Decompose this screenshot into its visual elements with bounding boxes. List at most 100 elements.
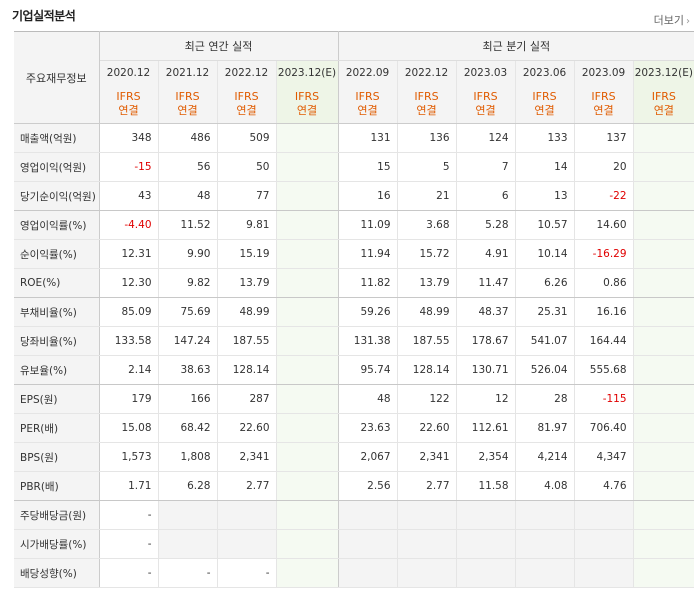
- table-cell: 131: [337, 123, 398, 153]
- table-row: ROE(%) 12.30 9.82 13.79 11.82 13.79 11.47 6.26 0…: [14, 268, 695, 298]
- row-label: 주당배당금(원): [14, 500, 100, 530]
- table-cell: [632, 123, 695, 153]
- table-cell: 28: [514, 384, 575, 414]
- table-cell: 179: [98, 384, 158, 414]
- table-cell: [632, 558, 695, 588]
- more-label: 더보기: [653, 14, 684, 27]
- table-cell: 11.58: [455, 471, 516, 501]
- table-cell: [632, 413, 695, 443]
- period-header: 2022.12: [396, 60, 457, 85]
- period-header: 2023.09: [573, 60, 634, 85]
- table-cell: 6.28: [157, 471, 217, 501]
- table-cell: [514, 558, 575, 588]
- table-cell: [275, 558, 339, 588]
- table-cell: -16.29: [573, 239, 634, 269]
- table-cell: 23.63: [337, 413, 398, 443]
- basis-line1: IFRS: [414, 90, 439, 103]
- table-cell: 11.47: [455, 268, 516, 298]
- table-cell: 15.08: [98, 413, 158, 443]
- table-cell: 1,808: [157, 442, 217, 472]
- table-cell: [632, 442, 695, 472]
- table-cell: [573, 529, 634, 559]
- table-cell: 348: [98, 123, 158, 153]
- table-cell: [275, 384, 339, 414]
- basis-line1: IFRS: [234, 90, 259, 103]
- table-cell: 16.16: [573, 297, 634, 327]
- basis-line2: 연결: [296, 104, 318, 117]
- table-cell: 38.63: [157, 355, 217, 385]
- period-header: 2021.12: [157, 60, 217, 85]
- table-cell: 287: [216, 384, 276, 414]
- table-cell: 178.67: [455, 326, 516, 356]
- table-row: 당기순이익(억원) 43 48 77 16 21 6 13 -22: [14, 181, 695, 211]
- basis-line2: 연결: [236, 104, 257, 117]
- basis-line2: 연결: [177, 104, 198, 117]
- basis-line1: IFRS: [532, 90, 557, 103]
- period-header: 2020.12: [98, 60, 158, 85]
- table-cell: 48: [157, 181, 217, 211]
- table-row: PBR(배) 1.71 6.28 2.77 2.56 2.77 11.58 4.08 4.76: [14, 471, 695, 501]
- table-row: 매출액(억원) 348 486 509 131 136 124 133 137: [14, 123, 695, 153]
- table-cell: [275, 442, 339, 472]
- table-cell: 14.60: [573, 210, 634, 240]
- table-cell: [275, 326, 339, 356]
- table-cell: [275, 355, 339, 385]
- table-cell: 2.14: [98, 355, 158, 385]
- basis-line2: 연결: [357, 104, 378, 117]
- table-cell: 12.31: [98, 239, 158, 269]
- more-link[interactable]: 더보기 ›: [654, 12, 690, 28]
- basis-label: IFRS 연결: [455, 85, 516, 124]
- table-cell: [275, 471, 339, 501]
- table-cell: 128.14: [396, 355, 457, 385]
- table-cell: 59.26: [337, 297, 398, 327]
- table-cell: 9.81: [216, 210, 276, 240]
- basis-label: IFRS 연결: [396, 85, 457, 124]
- table-cell: 6: [455, 181, 516, 211]
- table-cell: [157, 500, 217, 530]
- table-cell: 75.69: [157, 297, 217, 327]
- row-label: 배당성향(%): [14, 558, 100, 588]
- table-cell: [396, 558, 457, 588]
- table-cell: 4,347: [573, 442, 634, 472]
- table-cell: 147.24: [157, 326, 217, 356]
- table-cell: 16: [337, 181, 398, 211]
- row-label: 시가배당률(%): [14, 529, 100, 559]
- table-cell: 9.90: [157, 239, 217, 269]
- table-cell: -: [98, 529, 158, 559]
- table-row: BPS(원) 1,573 1,808 2,341 2,067 2,341 2,354 4,21…: [14, 442, 695, 472]
- table-cell: [275, 239, 339, 269]
- row-label: PER(배): [14, 413, 100, 443]
- table-cell: 81.97: [514, 413, 575, 443]
- table-cell: 4.91: [455, 239, 516, 269]
- financial-table: 주요재무정보 최근 연간 실적 최근 분기 실적 2020.12 2021.12 2022…: [14, 31, 695, 588]
- period-header: 2023.03: [455, 60, 516, 85]
- table-cell: [337, 529, 398, 559]
- basis-line2: 연결: [118, 104, 139, 117]
- table-cell: -: [157, 558, 217, 588]
- table-cell: 12.30: [98, 268, 158, 298]
- basis-line2: 연결: [475, 104, 496, 117]
- row-label: PBR(배): [14, 471, 100, 501]
- table-cell: [337, 500, 398, 530]
- table-cell: 5: [396, 152, 457, 182]
- basis-line1: IFRS: [473, 90, 498, 103]
- table-cell: 2.77: [216, 471, 276, 501]
- table-cell: -: [98, 500, 158, 530]
- table-cell: 136: [396, 123, 457, 153]
- table-cell: 50: [216, 152, 276, 182]
- basis-label: IFRS 연결: [216, 85, 276, 124]
- table-cell: 10.14: [514, 239, 575, 269]
- table-cell: [157, 529, 217, 559]
- table-cell: [455, 529, 516, 559]
- basis-label: IFRS 연결: [337, 85, 398, 124]
- table-cell: 2,341: [216, 442, 276, 472]
- table-cell: 131.38: [337, 326, 398, 356]
- table-cell: 124: [455, 123, 516, 153]
- basis-label: IFRS 연결: [573, 85, 634, 124]
- table-row: EPS(원) 179 166 287 48 122 12 28 -115: [14, 384, 695, 414]
- table-cell: [275, 268, 339, 298]
- row-label: 부채비율(%): [14, 297, 100, 327]
- table-cell: -115: [573, 384, 634, 414]
- table-cell: 2,354: [455, 442, 516, 472]
- group-annual-header: 최근 연간 실적: [99, 31, 339, 61]
